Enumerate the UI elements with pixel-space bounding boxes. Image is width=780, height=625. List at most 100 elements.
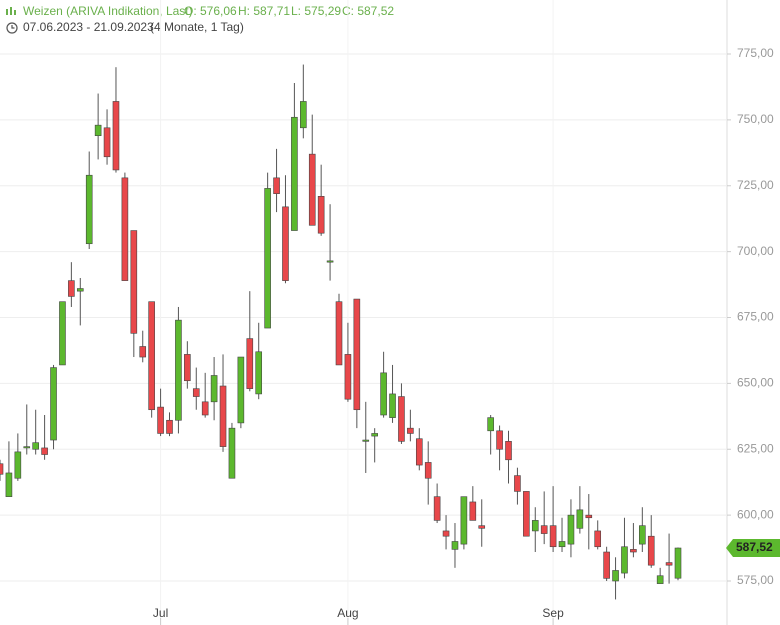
candle-body: [300, 101, 307, 129]
candle-body: [282, 206, 289, 281]
candle-body: [59, 301, 66, 366]
candle-body: [505, 441, 512, 461]
candle-body: [308, 153, 316, 226]
candle-body: [424, 462, 432, 479]
candle-body: [184, 354, 191, 382]
clock-icon: [6, 22, 18, 34]
candle-body: [139, 346, 147, 358]
candle-body: [228, 427, 236, 479]
date-range: 07.06.2023 - 21.09.2023: [23, 20, 154, 34]
y-tick-label: 625,00: [737, 441, 774, 455]
candle-body: [523, 491, 530, 537]
candle-body: [41, 447, 48, 455]
x-tick-label: Sep: [542, 606, 564, 620]
candle-body: [665, 562, 673, 566]
candle-body: [621, 546, 628, 574]
ohlc-label: H: 587,71: [238, 4, 290, 18]
candle-body: [407, 427, 414, 434]
candle-body: [594, 530, 602, 548]
price-tag-label: 587,52: [736, 540, 773, 554]
candle-body: [433, 496, 441, 521]
candle-body: [531, 520, 539, 532]
candle-body: [175, 319, 182, 421]
candle-body: [558, 541, 566, 548]
candle-body: [0, 463, 4, 475]
candle-body: [576, 509, 584, 529]
x-tick-label: Aug: [337, 606, 358, 620]
candle-body: [487, 417, 494, 432]
header: Weizen (ARIVA Indikation, Last) O: 576,0…: [6, 4, 394, 34]
candle-body: [112, 101, 120, 171]
candle-body: [647, 535, 655, 566]
candle-body: [273, 177, 280, 194]
y-tick-label: 750,00: [737, 112, 774, 126]
x-tick-label: Jul: [153, 606, 168, 620]
candle-body: [353, 298, 361, 411]
candle-body: [335, 301, 343, 366]
candle-body: [148, 301, 155, 411]
candle-body: [540, 525, 548, 534]
candle-body: [603, 551, 610, 579]
y-tick-label: 775,00: [737, 46, 774, 60]
candle-body: [371, 433, 378, 437]
candle-body: [210, 375, 218, 403]
candle-body: [237, 356, 245, 424]
y-tick-label: 725,00: [737, 178, 774, 192]
candle-body: [32, 442, 39, 450]
candle-body: [478, 525, 486, 529]
candle-body: [130, 230, 138, 334]
candle-body: [415, 438, 423, 466]
candle-body: [344, 354, 352, 400]
candle-body: [549, 525, 557, 548]
y-tick-label: 650,00: [737, 376, 774, 390]
candle-body: [246, 338, 254, 389]
candle-body: [68, 280, 75, 297]
grid: [0, 0, 727, 625]
candle-body: [362, 439, 370, 442]
candle-body: [317, 196, 325, 234]
ohlc-label: L: 575,29: [291, 4, 341, 18]
candle-body: [496, 430, 503, 450]
candle-body: [639, 525, 646, 545]
chart-icon: [6, 7, 16, 15]
candle-body: [514, 475, 521, 492]
candle-body: [460, 496, 468, 545]
candle-body: [50, 367, 57, 441]
candle-body: [255, 351, 263, 395]
y-tick-label: 575,00: [737, 573, 774, 587]
candle-body: [585, 514, 593, 519]
candle-body: [398, 396, 405, 442]
price-tag: [726, 539, 780, 558]
candle-body: [630, 549, 637, 553]
candle-body: [23, 446, 31, 449]
candle-body: [219, 385, 227, 447]
chart-title: Weizen (ARIVA Indikation, Last): [23, 4, 193, 18]
candle-body: [326, 260, 334, 263]
candle-body: [192, 388, 200, 397]
candle-body: [612, 570, 619, 582]
candle-body: [14, 451, 22, 479]
ohlc-label: O: 576,06: [184, 4, 237, 18]
candle-body: [201, 401, 209, 416]
candle-body: [469, 501, 477, 521]
candle-body: [5, 472, 13, 497]
candle-body: [567, 514, 575, 545]
y-tick-label: 600,00: [737, 507, 774, 521]
candle-body: [103, 127, 111, 158]
candle-body: [389, 393, 396, 418]
y-tick-label: 700,00: [737, 244, 774, 258]
ohlc-label: C: 587,52: [342, 4, 394, 18]
candle-body: [451, 541, 459, 550]
candle-body: [157, 406, 164, 434]
candle-body: [264, 188, 271, 329]
candle-body: [380, 372, 387, 416]
candle-body: [76, 288, 84, 292]
period: (4 Monate, 1 Tag): [150, 20, 244, 34]
candle-body: [674, 547, 682, 579]
candle-body: [291, 116, 298, 231]
candle-body: [94, 124, 102, 136]
candle-body: [656, 575, 664, 584]
candle-body: [85, 174, 93, 245]
candle-body: [442, 530, 450, 537]
